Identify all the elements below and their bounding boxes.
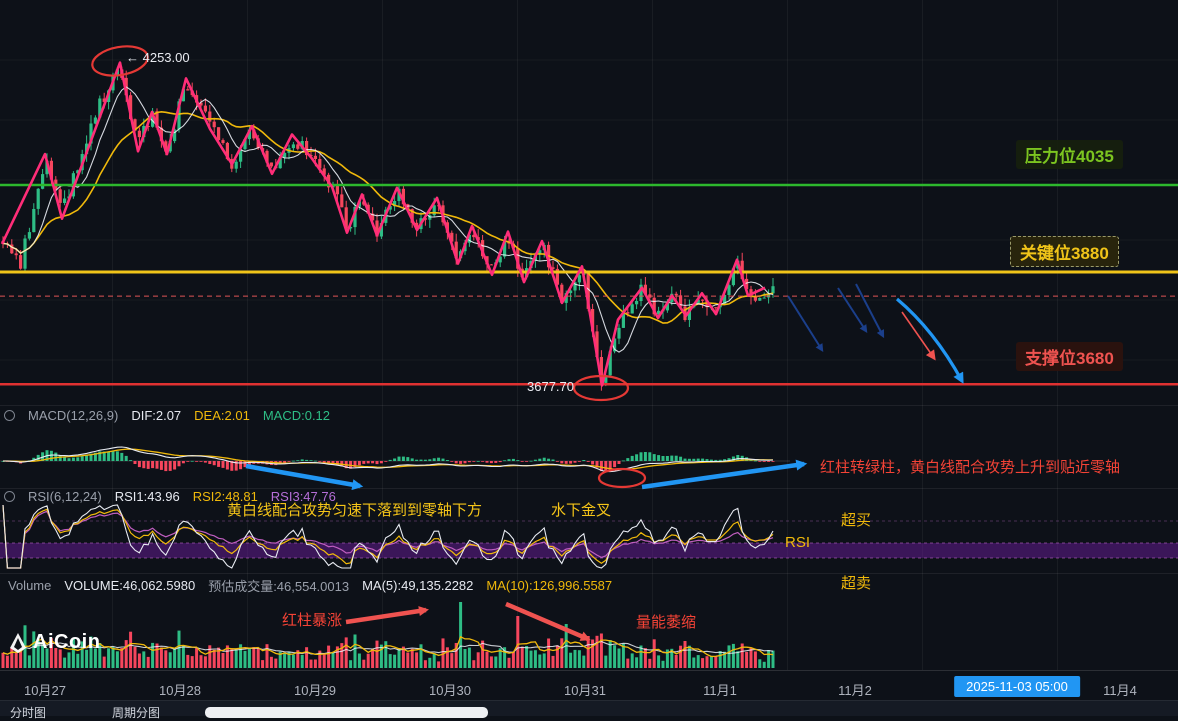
red-down-arrow[interactable] — [901, 311, 936, 361]
volume-title: Volume — [8, 578, 52, 593]
watermark-text: AiCoin — [33, 631, 101, 653]
rsi-panel-graphics — [0, 504, 1178, 569]
macd-note-fall[interactable]: 黄白线配合攻势匀速下落到到零轴下方 — [227, 502, 483, 519]
pink-trend-annotation[interactable] — [0, 61, 766, 387]
macd-cross-circle-annotation[interactable] — [597, 467, 647, 489]
rsi-label-annotation[interactable]: RSI — [785, 534, 811, 551]
macd-rise-arrow[interactable] — [641, 459, 808, 490]
volume-shrink-arrow[interactable] — [505, 601, 591, 642]
candlestick-series — [1, 66, 775, 391]
macd-header: MACD(12,26,9) DIF:2.07 DEA:2.01 MACD:0.1… — [4, 408, 330, 423]
macd-title: MACD(12,26,9) — [28, 408, 119, 423]
bottom-tab-2[interactable]: 周期分图 — [112, 706, 161, 720]
time-axis-label: 11月1 — [703, 683, 737, 698]
volume-ma10-value: MA(10):126,996.5587 — [486, 578, 613, 593]
down-sketch-arrow-1[interactable] — [787, 295, 824, 353]
volume-note-spike[interactable]: 红柱暴涨 — [282, 612, 343, 629]
drawing-annotations[interactable] — [90, 42, 964, 642]
time-axis-label: 11月4 — [1103, 683, 1137, 698]
time-axis-label: 10月27 — [24, 683, 66, 698]
rsi1-value: RSI1:43.96 — [114, 489, 180, 504]
support-level-label[interactable]: 支撑位3680 — [1016, 342, 1123, 371]
rsi2-value: RSI2:48.81 — [192, 489, 258, 504]
rsi-oversold-label[interactable]: 超卖 — [841, 575, 872, 592]
down-sketch-arrow-2[interactable] — [837, 287, 868, 334]
blue-down-arrow[interactable] — [895, 297, 964, 384]
time-axis-label: 10月29 — [294, 683, 336, 698]
volume-note-shrink[interactable]: 量能萎缩 — [636, 614, 697, 631]
macd-dea-value: DEA:2.01 — [194, 408, 250, 423]
low-price-annotation[interactable]: 3677.70 — [527, 379, 574, 394]
rsi-title: RSI(6,12,24) — [28, 489, 102, 504]
volume-header: Volume VOLUME:46,062.5980 预估成交量:46,554.0… — [8, 576, 612, 595]
rsi3-value: RSI3:47.76 — [270, 489, 336, 504]
time-axis-label: 10月30 — [429, 683, 471, 698]
down-sketch-arrow-3[interactable] — [855, 283, 885, 339]
peak-price-annotation[interactable]: ← 4253.00 — [126, 50, 190, 65]
macd-fall-arrow[interactable] — [245, 463, 364, 491]
macd-settings-icon[interactable] — [4, 410, 15, 421]
volume-panel-graphics — [1, 602, 775, 668]
volume-value: VOLUME:46,062.5980 — [64, 578, 196, 593]
aicoin-logo — [10, 632, 26, 653]
watermark: AiCoin — [8, 631, 100, 654]
key-level-label[interactable]: 关键位3880 — [1010, 236, 1119, 267]
macd-panel-graphics — [0, 446, 790, 473]
resistance-level-label[interactable]: 压力位4035 — [1016, 140, 1123, 169]
bottom-bar: 分时图 周期分图 — [0, 700, 1178, 720]
volume-estimated-value: 预估成交量:46,554.0013 — [208, 579, 350, 594]
time-axis-label: 10月28 — [159, 683, 201, 698]
time-axis-label: 11月2 — [838, 683, 872, 698]
moving-average-lines — [2, 86, 774, 353]
price-level-lines[interactable] — [0, 183, 1178, 386]
rsi-settings-icon[interactable] — [4, 491, 15, 502]
low-circle-annotation[interactable] — [572, 374, 630, 402]
macd-note-cross[interactable]: 水下金叉 — [551, 502, 612, 519]
volume-spike-arrow[interactable] — [345, 606, 429, 625]
peak-circle-annotation[interactable] — [90, 42, 150, 79]
rsi-header: RSI(6,12,24) RSI1:43.96 RSI2:48.81 RSI3:… — [4, 489, 336, 504]
time-axis-label: 10月31 — [564, 683, 606, 698]
rsi-overbought-label[interactable]: 超买 — [841, 512, 872, 529]
horizontal-scrollbar-thumb[interactable] — [205, 707, 488, 718]
macd-value: MACD:0.12 — [262, 408, 331, 423]
bottom-tab-1[interactable]: 分时图 — [10, 706, 47, 720]
volume-ma5-value: MA(5):49,135.2282 — [362, 578, 474, 593]
macd-dif-value: DIF:2.07 — [131, 408, 182, 423]
current-time-badge: 2025-11-03 05:00 — [954, 676, 1080, 697]
macd-note-green-turn[interactable]: 红柱转绿柱，黄白线配合攻势上升到贴近零轴 — [820, 459, 1121, 476]
grid-lines — [0, 0, 1178, 671]
